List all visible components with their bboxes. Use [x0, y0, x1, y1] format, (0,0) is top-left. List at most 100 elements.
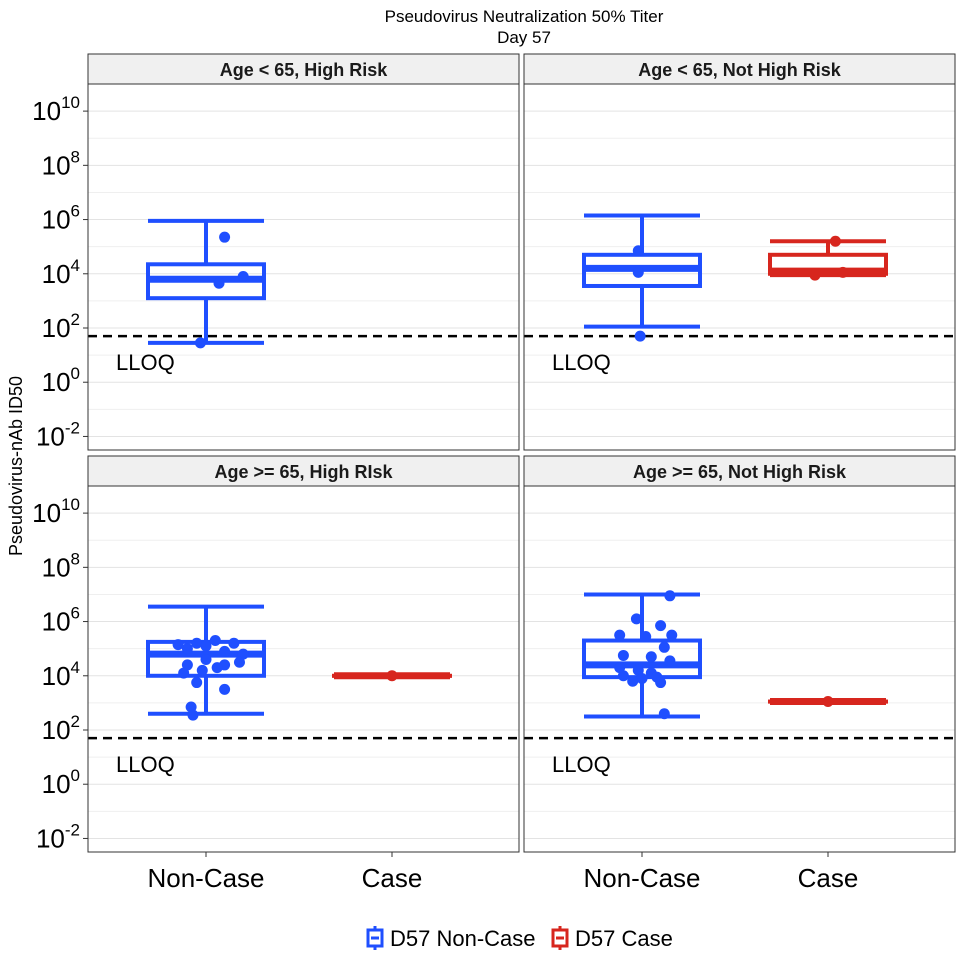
- y-tick-label: 100: [42, 364, 80, 397]
- chart-subtitle: Day 57: [497, 28, 551, 47]
- y-tick-label: 10-2: [36, 418, 80, 451]
- data-point: [658, 708, 670, 720]
- data-point: [634, 330, 646, 342]
- data-point: [213, 277, 225, 289]
- data-point: [632, 266, 644, 278]
- box-non-case: [582, 213, 702, 342]
- panel-border: [87, 485, 520, 853]
- data-point: [219, 645, 231, 657]
- data-point: [627, 675, 639, 687]
- plot-area: [88, 486, 519, 852]
- data-point: [809, 269, 821, 281]
- facet-panel: Age >= 65, Not High Risk LLOQ Non-Case Case: [523, 455, 956, 893]
- data-point: [219, 231, 231, 243]
- data-point: [640, 630, 652, 642]
- data-point: [645, 651, 657, 663]
- facet-panel: Age >= 65, High RIsk 10-2 100 102 104 106 108 1…: [32, 455, 520, 893]
- data-point: [837, 266, 849, 278]
- y-tick-label: 106: [42, 202, 80, 235]
- facet-strip: [523, 53, 956, 85]
- facet-title: Age < 65, High Risk: [220, 60, 389, 80]
- y-tick-label: 104: [42, 256, 80, 289]
- y-axis-label: Pseudovirus-nAb ID50: [6, 376, 26, 556]
- legend: D57 Non-Case D57 Case: [366, 926, 673, 951]
- lloq-label: LLOQ: [116, 350, 175, 375]
- facet-panel: Age < 65, High Risk 10-2 100 102 104 106 108 10…: [32, 53, 520, 451]
- data-point: [630, 613, 642, 625]
- facet-strip: [87, 455, 520, 487]
- lloq-label: LLOQ: [552, 350, 611, 375]
- data-point: [658, 641, 670, 653]
- box-case: [768, 235, 888, 281]
- data-point: [655, 677, 667, 689]
- data-point: [829, 235, 841, 247]
- y-tick-label: 108: [42, 549, 80, 582]
- plot-area: [88, 84, 519, 450]
- data-point: [200, 640, 212, 652]
- facet-strip: [523, 455, 956, 487]
- facet-title: Age >= 65, Not High Risk: [633, 462, 847, 482]
- data-point: [181, 643, 193, 655]
- y-tick-label: 102: [42, 712, 80, 745]
- data-point: [617, 649, 629, 661]
- data-point: [209, 635, 221, 647]
- box-case: [768, 696, 888, 708]
- legend-item: D57 Case: [551, 926, 673, 951]
- data-point: [664, 590, 676, 602]
- data-point: [636, 672, 648, 684]
- data-point: [632, 245, 644, 257]
- y-tick-label: 104: [42, 658, 80, 691]
- box-non-case: [582, 590, 702, 720]
- data-point: [187, 709, 199, 721]
- panel-border: [523, 83, 956, 451]
- data-point: [228, 637, 240, 649]
- data-point: [196, 664, 208, 676]
- y-tick-label: 102: [42, 310, 80, 343]
- data-point: [664, 655, 676, 667]
- data-point: [666, 629, 678, 641]
- panel-border: [523, 485, 956, 853]
- legend-label: D57 Non-Case: [390, 926, 536, 951]
- data-point: [178, 667, 190, 679]
- y-tick-label: 1010: [32, 93, 80, 126]
- lloq-label: LLOQ: [116, 752, 175, 777]
- lloq-label: LLOQ: [552, 752, 611, 777]
- box-case: [332, 670, 452, 682]
- panel-border: [87, 83, 520, 451]
- y-tick-label: 108: [42, 147, 80, 180]
- x-tick-label: Non-Case: [583, 863, 700, 893]
- x-tick-label: Case: [362, 863, 423, 893]
- data-point: [614, 629, 626, 641]
- data-point: [200, 654, 212, 666]
- data-point: [822, 696, 834, 708]
- x-tick-label: Case: [798, 863, 859, 893]
- facet-title: Age < 65, Not High Risk: [638, 60, 842, 80]
- data-point: [233, 656, 245, 668]
- data-point: [219, 683, 231, 695]
- data-point: [655, 620, 667, 632]
- chart-title: Pseudovirus Neutralization 50% Titer: [385, 7, 664, 26]
- facet-panels: Age < 65, High Risk 10-2 100 102 104 106 108 10…: [32, 53, 956, 893]
- x-tick-label: Non-Case: [147, 863, 264, 893]
- data-point: [191, 677, 203, 689]
- data-point: [191, 637, 203, 649]
- data-point: [172, 639, 184, 651]
- box-non-case: [146, 218, 266, 349]
- facet-panel: Age < 65, Not High Risk LLOQ: [523, 53, 956, 451]
- y-tick-label: 10-2: [36, 820, 80, 853]
- legend-label: D57 Case: [575, 926, 673, 951]
- facet-title: Age >= 65, High RIsk: [214, 462, 393, 482]
- data-point: [211, 662, 223, 674]
- y-tick-label: 106: [42, 604, 80, 637]
- data-point: [386, 670, 398, 682]
- legend-item: D57 Non-Case: [366, 926, 536, 951]
- data-point: [617, 670, 629, 682]
- y-tick-label: 1010: [32, 495, 80, 528]
- data-point: [237, 270, 249, 282]
- plot-area: [524, 486, 955, 852]
- box-non-case: [146, 604, 266, 721]
- y-tick-label: 100: [42, 766, 80, 799]
- facet-strip: [87, 53, 520, 85]
